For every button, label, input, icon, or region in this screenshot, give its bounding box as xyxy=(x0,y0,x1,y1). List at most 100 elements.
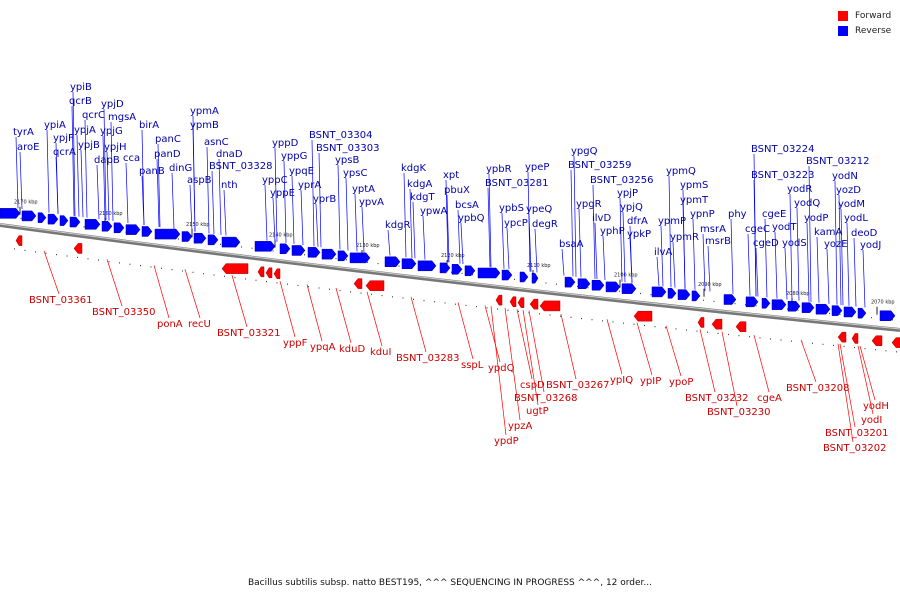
reverse-gene-leader xyxy=(594,222,598,280)
forward-gene-leader xyxy=(484,305,501,363)
minor-tick xyxy=(854,346,855,349)
reverse-gene-leader xyxy=(264,184,268,241)
genome-backbone-highlight xyxy=(0,223,900,330)
reverse-gene-arrow xyxy=(181,231,193,242)
reverse-gene-leader xyxy=(656,256,660,286)
gene-label-kdga: kdgA xyxy=(407,179,432,190)
reverse-gene-leader xyxy=(672,241,676,288)
reverse-gene-leader xyxy=(629,238,633,284)
gene-label-dapb: dapB xyxy=(94,155,120,166)
reverse-gene-arrow xyxy=(154,228,181,240)
minor-tick xyxy=(392,296,393,298)
minor-tick xyxy=(83,226,85,228)
reverse-gene-arrow xyxy=(745,296,759,308)
gene-label-yphp: yphP xyxy=(600,226,625,237)
reverse-gene-arrow xyxy=(801,302,815,313)
minor-tick xyxy=(20,217,22,219)
minor-tick xyxy=(644,324,645,327)
gene-label-aroe: aroE xyxy=(17,142,39,153)
forward-gene-arrow xyxy=(221,263,249,274)
minor-tick xyxy=(329,288,330,290)
reverse-gene-leader xyxy=(692,218,696,290)
minor-tick xyxy=(56,253,57,256)
gene-label-recu: recU xyxy=(188,319,211,330)
forward-gene-arrow xyxy=(837,331,847,343)
reverse-gene-leader xyxy=(84,119,88,218)
reverse-gene-leader xyxy=(291,175,295,244)
reverse-gene-arrow xyxy=(279,243,291,255)
minor-tick xyxy=(360,292,362,294)
gene-label-qcrc: qcrC xyxy=(82,110,105,121)
gene-label-yodn: yodN xyxy=(832,171,858,182)
forward-gene-leader xyxy=(699,329,716,393)
forward-gene-arrow xyxy=(539,300,561,312)
reverse-gene-leader xyxy=(218,158,222,235)
forward-gene-leader xyxy=(753,334,770,393)
gene-label-bsnt-03283: BSNT_03283 xyxy=(396,353,459,364)
minor-tick xyxy=(161,267,162,269)
reverse-gene-arrow xyxy=(723,294,737,305)
reverse-gene-leader xyxy=(796,207,800,301)
reverse-gene-arrow xyxy=(519,271,529,283)
reverse-gene-leader xyxy=(354,193,358,252)
reverse-gene-arrow xyxy=(564,276,576,288)
reverse-gene-arrow xyxy=(771,299,787,310)
minor-tick xyxy=(738,334,740,337)
minor-tick xyxy=(108,260,110,263)
gene-label-deod: deoD xyxy=(851,228,878,239)
reverse-gene-arrow xyxy=(401,258,417,269)
gene-label-yodl: yodL xyxy=(844,213,868,224)
minor-tick xyxy=(896,351,897,353)
forward-gene-leader xyxy=(721,331,738,407)
minor-tick xyxy=(318,287,320,289)
minor-tick xyxy=(507,309,509,311)
gene-label-ypja: ypjA xyxy=(74,125,96,136)
reverse-gene-leader xyxy=(619,197,623,282)
forward-gene-leader xyxy=(106,259,123,307)
reverse-gene-arrow xyxy=(337,250,349,262)
minor-tick xyxy=(476,306,477,308)
gene-label-ilvd: ilvD xyxy=(592,213,611,224)
minor-tick xyxy=(350,291,351,293)
gene-label-ypra: yprA xyxy=(298,180,321,191)
gene-label-kdui: kduI xyxy=(370,347,391,358)
forward-gene-arrow xyxy=(517,297,525,308)
gene-label-ypqa: ypqA xyxy=(310,342,336,353)
minor-tick xyxy=(675,328,677,330)
reverse-gene-leader xyxy=(862,249,866,308)
reverse-gene-leader xyxy=(602,235,606,281)
minor-tick xyxy=(602,320,603,322)
minor-tick xyxy=(339,289,341,292)
minor-tick xyxy=(514,278,515,281)
forward-gene-arrow xyxy=(529,298,539,310)
reverse-gene-leader xyxy=(668,175,672,288)
reverse-gene-arrow xyxy=(787,300,801,312)
minor-tick xyxy=(140,265,141,267)
reverse-gene-leader xyxy=(412,201,416,259)
minor-tick xyxy=(755,305,757,307)
minor-tick xyxy=(276,282,278,284)
gene-label-phy: phy xyxy=(728,209,747,220)
reverse-gene-arrow xyxy=(691,290,701,302)
gene-label-yodh: yodH xyxy=(863,401,889,412)
forward-gene-arrow xyxy=(265,267,273,279)
reverse-gene-arrow xyxy=(831,305,843,316)
gene-label-bsnt-03321: BSNT_03321 xyxy=(217,328,280,339)
reverse-gene-arrow xyxy=(843,306,857,318)
minor-tick xyxy=(812,342,813,344)
minor-tick xyxy=(35,251,36,253)
forward-gene-leader xyxy=(837,343,854,443)
gene-label-nth: nth xyxy=(221,180,238,191)
gene-label-ypjb: ypjB xyxy=(78,140,100,151)
gene-label-ypeq: ypeQ xyxy=(526,204,552,215)
minor-tick xyxy=(696,330,698,332)
reverse-gene-leader xyxy=(826,248,830,304)
reverse-gene-arrow xyxy=(667,288,677,299)
reverse-gene-arrow xyxy=(0,208,21,219)
minor-tick xyxy=(402,297,404,299)
reverse-gene-arrow xyxy=(477,267,501,279)
gene-label-yodp: yodP xyxy=(804,213,828,224)
gene-label-cged: cgeD xyxy=(753,238,779,249)
forward-gene-leader xyxy=(153,265,170,319)
